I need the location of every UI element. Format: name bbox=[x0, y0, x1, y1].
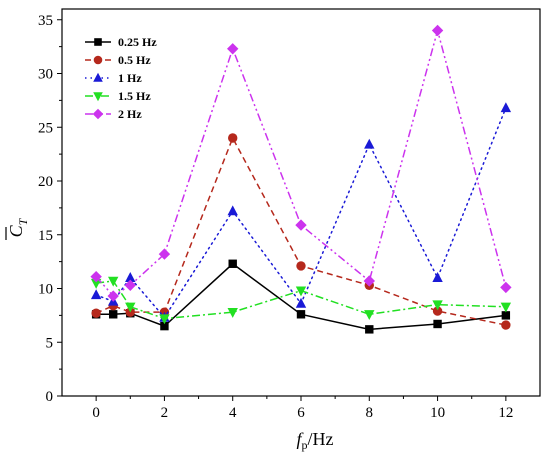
x-tick-label: 8 bbox=[366, 405, 374, 421]
data-point bbox=[124, 279, 136, 291]
x-tick-label: 2 bbox=[161, 405, 169, 421]
legend-label: 1 Hz bbox=[118, 71, 142, 85]
series-2hz bbox=[90, 24, 512, 302]
legend-entry-1hz: 1 Hz bbox=[85, 71, 142, 85]
series-layer bbox=[90, 24, 512, 334]
legend-label: 0.5 Hz bbox=[118, 53, 151, 67]
legend-entry-0p25hz: 0.25 Hz bbox=[85, 35, 157, 49]
series-line bbox=[95, 136, 507, 326]
x-axis-label-unit: /Hz bbox=[308, 429, 334, 449]
data-point bbox=[90, 270, 102, 283]
series-line bbox=[96, 262, 506, 331]
data-point bbox=[107, 290, 119, 302]
legend-entry-1p5hz: 1.5 Hz bbox=[85, 89, 151, 103]
data-point bbox=[432, 272, 443, 282]
x-axis-label-main: f bbox=[296, 429, 304, 449]
data-point bbox=[364, 310, 375, 320]
y-axis-label: CT bbox=[5, 217, 30, 240]
legend-marker bbox=[93, 92, 103, 102]
legend-marker bbox=[92, 108, 104, 120]
y-tick-label: 10 bbox=[38, 282, 53, 298]
data-point bbox=[227, 307, 238, 318]
svg-text:CT: CT bbox=[6, 217, 30, 237]
y-tick-label: 5 bbox=[46, 335, 54, 351]
data-point bbox=[158, 248, 171, 260]
plot-frame bbox=[61, 8, 541, 397]
series-line bbox=[95, 27, 507, 297]
data-point bbox=[160, 321, 169, 331]
data-point bbox=[227, 205, 238, 216]
data-point bbox=[431, 24, 444, 37]
data-point bbox=[228, 259, 237, 268]
legend-entry-2hz: 2 Hz bbox=[85, 107, 142, 121]
x-tick-label: 10 bbox=[430, 405, 445, 421]
data-point bbox=[433, 319, 442, 329]
data-point bbox=[295, 219, 307, 231]
data-point bbox=[91, 308, 101, 318]
y-tick-label: 20 bbox=[38, 174, 53, 190]
legend-marker bbox=[93, 55, 103, 65]
data-point bbox=[159, 314, 170, 325]
data-point bbox=[90, 289, 102, 300]
data-point bbox=[228, 133, 238, 143]
data-point bbox=[295, 286, 307, 297]
y-tick-label: 0 bbox=[46, 389, 54, 405]
y-tick-label: 15 bbox=[38, 228, 53, 244]
data-point bbox=[109, 310, 118, 319]
data-point bbox=[363, 275, 375, 287]
data-point bbox=[432, 300, 443, 311]
data-point bbox=[501, 311, 511, 320]
y-axis-label-sub: T bbox=[16, 217, 30, 225]
data-point bbox=[227, 43, 239, 55]
data-point bbox=[296, 310, 306, 319]
y-tick-label: 30 bbox=[38, 67, 53, 83]
x-tick-label: 0 bbox=[92, 405, 100, 421]
data-point bbox=[108, 276, 119, 287]
legend-label: 1.5 Hz bbox=[118, 89, 151, 103]
legend-label: 2 Hz bbox=[118, 107, 142, 121]
series-line bbox=[95, 107, 507, 319]
y-tick-label: 25 bbox=[38, 120, 53, 136]
x-tick-label: 6 bbox=[297, 405, 305, 421]
legend-label: 0.25 Hz bbox=[118, 35, 157, 49]
x-axis-label: fp/Hz bbox=[296, 429, 333, 452]
data-point bbox=[90, 278, 102, 289]
data-point bbox=[500, 302, 512, 313]
data-point bbox=[125, 272, 136, 282]
data-point bbox=[500, 102, 512, 113]
legend-marker bbox=[93, 72, 103, 82]
data-point bbox=[501, 320, 511, 330]
axes: 0 2 4 6 8 10 12 0 5 10 15 20 25 30 35 bbox=[38, 8, 541, 421]
series-line bbox=[96, 280, 506, 320]
x-axis-label-sub: p bbox=[302, 438, 308, 452]
legend: 0.25 Hz 0.5 Hz 1 Hz 1.5 Hz 2 Hz bbox=[85, 35, 157, 121]
data-point bbox=[365, 325, 374, 334]
y-axis-label-main: C bbox=[6, 224, 26, 237]
data-point bbox=[364, 138, 375, 149]
series-0p25hz bbox=[91, 259, 511, 334]
y-tick-label: 35 bbox=[38, 13, 53, 29]
data-point bbox=[295, 297, 307, 308]
data-point bbox=[500, 281, 512, 294]
data-point bbox=[125, 302, 136, 313]
x-tick-label: 4 bbox=[229, 405, 237, 421]
legend-marker bbox=[94, 38, 102, 46]
x-tick-label: 12 bbox=[498, 405, 513, 421]
data-point bbox=[296, 261, 306, 271]
data-point bbox=[432, 306, 443, 316]
series-1p5hz bbox=[90, 276, 512, 325]
legend-entry-0p5hz: 0.5 Hz bbox=[85, 53, 151, 67]
